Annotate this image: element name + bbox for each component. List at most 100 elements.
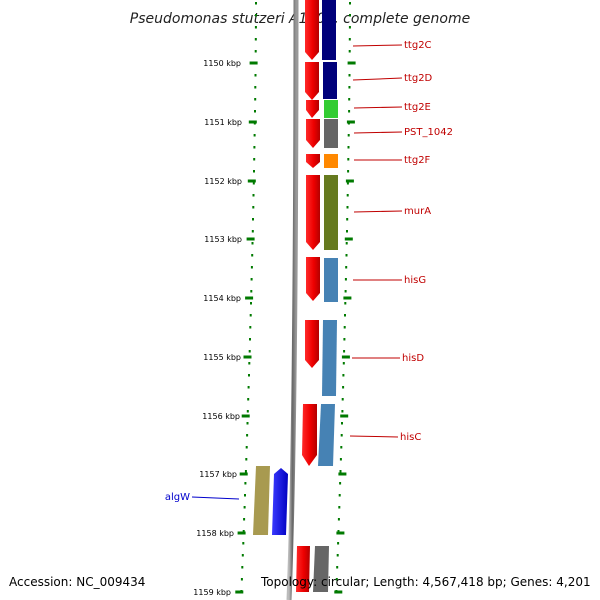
tick-dot	[248, 362, 251, 365]
gene-label-pst1042[interactable]: PST_1042	[404, 127, 453, 138]
gene-arrow-ttg2f[interactable]	[306, 154, 320, 168]
gene-arrow-ttg2c[interactable]	[305, 0, 319, 60]
tick-label: 1150 kbp	[203, 59, 241, 68]
cog-bar-ttg2f	[324, 154, 338, 168]
tick-label: 1151 kbp	[204, 118, 242, 127]
tick-dot	[241, 566, 244, 569]
tick-dot	[337, 542, 340, 545]
tick-label: 1158 kbp	[196, 529, 234, 538]
gene-arrow-hisc[interactable]	[302, 404, 317, 466]
tick-dot	[252, 206, 255, 209]
gene-label-hisg[interactable]: hisG	[404, 275, 426, 286]
tick-dot	[338, 506, 341, 509]
major-tick	[347, 61, 356, 65]
tick-dot	[348, 74, 351, 77]
major-tick	[338, 472, 347, 476]
tick-dot	[342, 386, 345, 389]
major-tick	[343, 296, 352, 300]
tick-dot	[242, 542, 245, 545]
major-tick	[249, 61, 258, 65]
tick-dot	[247, 386, 250, 389]
tick-dot	[254, 110, 256, 113]
tick-dot	[244, 494, 246, 497]
tick-dot	[248, 350, 251, 353]
tick-label: 1153 kbp	[204, 235, 242, 244]
tick-dot	[344, 302, 347, 305]
label-leader-algw	[191, 496, 240, 500]
cog-bar-hisd	[322, 320, 337, 396]
tick-dot	[251, 230, 254, 233]
accession-text: Accession: NC_009434	[9, 575, 145, 589]
genome-summary-text: Topology: circular; Length: 4,567,418 bp…	[260, 575, 591, 589]
tick-dot	[348, 110, 351, 113]
major-tick	[239, 472, 248, 476]
tick-dot	[344, 314, 346, 317]
forward-genes	[296, 0, 320, 592]
gene-label-ttg2d[interactable]: ttg2D	[404, 73, 433, 84]
tick-dot	[252, 182, 255, 185]
major-tick	[340, 414, 349, 418]
tick-dot	[248, 374, 250, 377]
tick-dot	[344, 290, 347, 293]
tick-dot	[247, 398, 250, 401]
tick-dot	[339, 470, 342, 473]
map-title: Pseudomonas stutzeri A1501, complete gen…	[130, 11, 470, 27]
tick-dot	[345, 242, 348, 245]
cog-bar-pst1042	[324, 119, 338, 148]
tick-dot	[253, 170, 255, 173]
tick-dot	[250, 290, 253, 293]
tick-dot	[339, 482, 342, 485]
gene-arrow-hisg[interactable]	[306, 257, 320, 301]
gene-label-ttg2c[interactable]: ttg2C	[404, 40, 432, 51]
tick-dot	[347, 170, 350, 173]
tick-dot	[246, 434, 249, 437]
tick-dot	[343, 326, 346, 329]
tick-dot	[342, 362, 345, 365]
cog-bar-hisc	[318, 404, 335, 466]
tick-dot	[346, 206, 349, 209]
tick-dot	[342, 374, 345, 377]
gene-label-hisd[interactable]: hisD	[402, 353, 424, 364]
tick-label: 1152 kbp	[204, 177, 242, 186]
tick-dot	[253, 134, 256, 137]
tick-label: 1157 kbp	[199, 470, 237, 479]
tick-dot	[250, 278, 253, 281]
gene-label-mura[interactable]: murA	[404, 206, 431, 217]
gene-label-algw[interactable]: algW	[165, 492, 190, 503]
tick-dot	[346, 230, 348, 233]
major-tick	[334, 590, 343, 594]
gene-label-hisc[interactable]: hisC	[400, 432, 421, 443]
gene-arrow-pst1042[interactable]	[306, 119, 320, 148]
tick-dot	[254, 50, 257, 53]
gene-arrow-bottom[interactable]	[296, 546, 310, 592]
tick-dot	[251, 242, 254, 245]
tick-dot	[240, 578, 243, 581]
tick-dot	[348, 50, 351, 53]
tick-dot	[347, 134, 350, 137]
tick-dot	[251, 254, 254, 257]
tick-dot	[254, 74, 257, 77]
gene-arrow-ttg2d[interactable]	[305, 62, 319, 100]
tick-dot	[243, 506, 246, 509]
tick-dot	[253, 158, 256, 161]
tick-dot	[254, 38, 257, 41]
tick-dot	[244, 470, 247, 473]
gene-arrow-ttg2e[interactable]	[306, 100, 319, 118]
tick-dot	[346, 182, 349, 185]
tick-dot	[349, 2, 351, 5]
gene-arrow-hisd[interactable]	[305, 320, 319, 368]
gene-label-ttg2f[interactable]: ttg2F	[404, 155, 431, 166]
tick-dot	[348, 98, 351, 101]
cog-bar-ttg2e	[324, 100, 338, 118]
tick-dot	[336, 554, 339, 557]
tick-dot	[337, 530, 340, 533]
tick-dot	[347, 158, 350, 161]
gene-label-ttg2e[interactable]: ttg2E	[404, 102, 431, 113]
tick-dot	[250, 302, 252, 305]
gene-arrow-mura[interactable]	[306, 175, 320, 250]
major-tick	[246, 237, 255, 241]
tick-dot	[347, 146, 350, 149]
gene-arrow-algw[interactable]	[272, 468, 288, 535]
tick-dot	[346, 218, 349, 221]
